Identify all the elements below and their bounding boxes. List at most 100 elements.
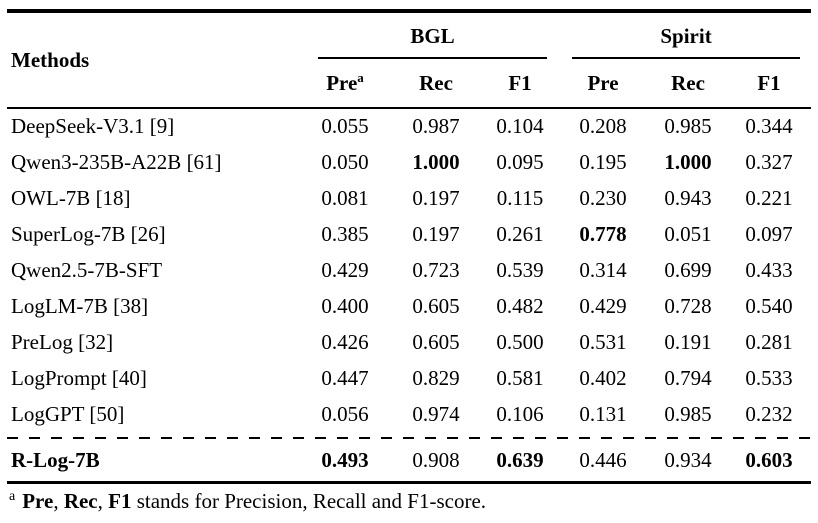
value-cell: 0.426 [321,329,369,354]
value-cell: 0.429 [579,293,627,318]
value-cell: 0.533 [745,365,793,390]
value-cell: 0.221 [745,185,793,210]
bgl-group-header: BGL [301,13,557,59]
footnote-marker-superscript: a [357,69,364,85]
value-cell-best: 0.778 [579,221,627,246]
spirit-group-header: Spirit [557,13,811,59]
footnote-term-f1: F1 [108,489,132,513]
spirit-pre-header: Pre [557,59,650,109]
value-cell: 0.794 [664,365,712,390]
footnote-text: stands for Precision, Recall and F1-scor… [131,489,487,513]
value-cell: 0.402 [579,365,627,390]
value-cell: 0.433 [745,257,793,282]
value-cell: 0.540 [745,293,793,318]
table-row: LogLM-7B [38] 0.400 0.605 0.482 0.429 0.… [7,288,811,324]
method-cell: DeepSeek-V3.1 [9] [11,114,175,138]
group-header-row: Methods BGL Spirit [7,13,811,109]
value-cell: 0.195 [579,149,627,174]
method-cell: Qwen2.5-7B-SFT [11,257,163,282]
value-cell: 0.605 [412,293,460,318]
table-top-rule [7,9,811,13]
value-cell: 0.699 [664,257,712,282]
value-cell: 0.115 [496,185,544,210]
value-cell: 0.230 [579,185,627,210]
spirit-f1-header: F1 [727,59,812,109]
value-cell: 0.385 [321,221,369,246]
bgl-pre-header: Prea [301,59,389,109]
table-footnote: a Pre, Rec, F1 stands for Precision, Reca… [9,488,809,514]
value-cell: 0.974 [412,401,460,426]
value-cell: 0.050 [321,149,369,174]
value-cell: 0.327 [745,149,793,174]
value-cell-best: 0.603 [727,441,812,484]
value-cell: 0.097 [745,221,793,246]
table-row-highlight: R-Log-7B 0.493 0.908 0.639 0.446 0.934 0… [7,441,812,484]
footnote-separator: , [53,489,64,513]
method-cell: LogPrompt [40] [11,365,147,390]
value-cell: 0.985 [664,401,712,426]
table-body: DeepSeek-V3.1 [9] 0.055 0.987 0.104 0.20… [7,108,812,484]
method-cell: PreLog [32] [11,329,114,354]
value-cell: 0.106 [496,401,544,426]
value-cell: 0.104 [496,114,544,138]
value-cell: 0.232 [745,401,793,426]
dashed-rule [7,437,812,439]
footnote-term-pre: Pre [22,489,54,513]
value-cell-best: 0.639 [483,441,558,484]
value-cell: 0.539 [496,257,544,282]
table-row: PreLog [32] 0.426 0.605 0.500 0.531 0.19… [7,324,811,360]
footnote-term-rec: Rec [63,489,98,513]
value-cell-best: 0.493 [301,441,389,484]
value-cell: 0.197 [412,185,460,210]
value-cell: 0.261 [496,221,544,246]
value-cell: 0.131 [579,401,627,426]
table-row: Qwen3-235B-A22B [61] 0.050 1.000 0.095 0… [7,144,811,180]
spirit-rec-header: Rec [649,59,728,109]
dashed-separator-row [7,432,812,441]
value-cell: 0.055 [321,114,369,138]
value-cell: 0.344 [745,114,793,138]
value-cell: 0.314 [579,257,627,282]
table-row: DeepSeek-V3.1 [9] 0.055 0.987 0.104 0.20… [7,108,811,144]
dashed-separator-cell [7,432,812,441]
methods-column-header: Methods [7,13,301,109]
bgl-group-label: BGL [318,24,548,59]
method-cell: OWL-7B [18] [11,185,131,210]
value-cell: 0.429 [321,257,369,282]
table-row: OWL-7B [18] 0.081 0.197 0.115 0.230 0.94… [7,180,811,216]
value-cell: 0.281 [745,329,793,354]
value-cell: 0.056 [321,401,369,426]
bgl-pre-label: Pre [326,70,358,95]
method-cell: SuperLog-7B [26] [11,221,166,246]
spirit-group-label: Spirit [572,24,801,59]
value-cell: 0.208 [579,114,627,138]
results-table: Methods BGL Spirit Prea Rec F1 Pre Rec F… [7,13,812,484]
value-cell: 0.987 [412,114,460,138]
value-cell: 0.500 [496,329,544,354]
value-cell: 0.908 [389,441,483,484]
value-cell: 0.531 [579,329,627,354]
method-cell: R-Log-7B [7,441,301,484]
value-cell: 0.482 [496,293,544,318]
bgl-f1-header: F1 [483,59,558,109]
value-cell: 0.051 [664,221,712,246]
footnote-marker: a [9,489,16,504]
table-header: Methods BGL Spirit Prea Rec F1 Pre Rec F… [7,13,812,109]
value-cell: 0.581 [496,365,544,390]
value-cell: 0.400 [321,293,369,318]
value-cell: 0.446 [557,441,650,484]
value-cell: 0.081 [321,185,369,210]
sub-header-row: Prea Rec F1 Pre Rec F1 [7,59,812,109]
value-cell: 0.728 [664,293,712,318]
value-cell-best: 1.000 [664,149,712,174]
method-cell: LogLM-7B [38] [11,293,149,318]
value-cell-best: 1.000 [412,149,460,174]
value-cell: 0.723 [412,257,460,282]
method-cell: Qwen3-235B-A22B [61] [11,149,222,174]
table-row: LogPrompt [40] 0.447 0.829 0.581 0.402 0… [7,360,811,396]
value-cell: 0.943 [664,185,712,210]
value-cell: 0.985 [664,114,712,138]
value-cell: 0.197 [412,221,460,246]
value-cell: 0.934 [649,441,728,484]
